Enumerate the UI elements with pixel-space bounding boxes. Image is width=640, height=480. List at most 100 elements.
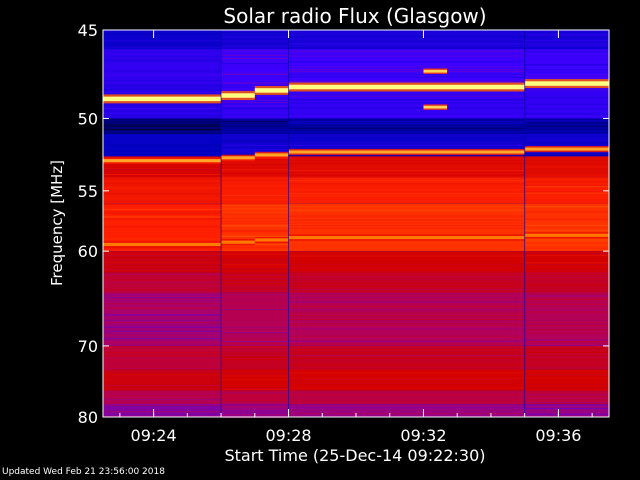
spectrogram-texture bbox=[288, 301, 525, 303]
spectrogram-texture bbox=[288, 270, 525, 272]
x-tick-label: 09:36 bbox=[535, 426, 581, 445]
spectrogram-texture bbox=[221, 315, 289, 317]
spectrogram-texture bbox=[103, 404, 222, 406]
spectrogram-texture bbox=[103, 197, 222, 199]
spectrogram-texture bbox=[103, 218, 222, 220]
spectrogram-texture bbox=[524, 50, 609, 52]
spectrogram-texture bbox=[524, 39, 609, 41]
spectrogram-texture bbox=[288, 99, 525, 101]
spectrogram-texture bbox=[524, 317, 609, 319]
spectrogram-texture bbox=[288, 362, 525, 364]
spectrogram-texture bbox=[103, 382, 222, 384]
spectrogram-texture bbox=[288, 391, 525, 393]
spectrogram-texture bbox=[524, 169, 609, 171]
spectrogram-texture bbox=[103, 384, 222, 386]
spectrogram-texture bbox=[103, 399, 222, 401]
spectrogram-texture bbox=[221, 410, 289, 412]
spectrogram-texture bbox=[524, 280, 609, 282]
spectrogram-texture bbox=[221, 350, 289, 352]
spectrogram-texture bbox=[524, 298, 609, 300]
spectrogram-texture bbox=[524, 344, 609, 346]
spectrogram-texture bbox=[221, 384, 289, 386]
spectrogram-texture bbox=[103, 357, 222, 359]
spectrogram-texture bbox=[103, 238, 222, 240]
spectrogram-band bbox=[524, 251, 609, 273]
spectrogram-texture bbox=[288, 162, 525, 164]
spectrogram-texture bbox=[288, 61, 525, 63]
spectrogram-texture bbox=[221, 253, 289, 255]
spectrogram-texture bbox=[103, 87, 222, 89]
chart-title: Solar radio Flux (Glasgow) bbox=[223, 4, 486, 28]
spectrogram-texture bbox=[221, 332, 289, 334]
spectrogram-texture bbox=[524, 174, 609, 176]
spectrogram-texture bbox=[524, 107, 609, 109]
spectrogram-texture bbox=[288, 112, 525, 114]
spectrogram-texture bbox=[103, 129, 222, 131]
spectrogram-texture bbox=[524, 303, 609, 305]
emission-line bbox=[103, 242, 222, 246]
spectrogram-texture bbox=[288, 282, 525, 284]
spectrogram-texture bbox=[288, 201, 525, 203]
spectrogram-texture bbox=[288, 91, 525, 93]
spectrogram-texture bbox=[103, 263, 222, 265]
spectrogram-texture bbox=[221, 389, 289, 391]
spectrogram-texture bbox=[221, 250, 289, 252]
spectrogram-texture bbox=[221, 203, 289, 205]
spectrogram-texture bbox=[221, 135, 289, 137]
spectrogram-texture bbox=[288, 103, 525, 105]
spectrogram-texture bbox=[524, 115, 609, 117]
spectrogram-texture bbox=[524, 184, 609, 186]
spectrogram-texture bbox=[288, 80, 525, 82]
spectrogram-texture bbox=[221, 50, 289, 52]
spectrogram-texture bbox=[288, 138, 525, 140]
spectrogram-texture bbox=[288, 69, 525, 71]
spectrogram-texture bbox=[103, 125, 222, 127]
spectrogram-texture bbox=[221, 302, 289, 304]
spectrogram-texture bbox=[288, 312, 525, 314]
spectrogram-texture bbox=[221, 235, 289, 237]
spectrogram-texture bbox=[221, 114, 289, 116]
spectrogram-texture bbox=[524, 332, 609, 334]
spectrogram-texture bbox=[221, 181, 289, 183]
spectrogram-texture bbox=[288, 305, 525, 307]
spectrogram-texture bbox=[221, 159, 289, 161]
spectrogram-texture bbox=[221, 123, 289, 125]
spectrogram-texture bbox=[288, 128, 525, 130]
spectrogram-texture bbox=[288, 47, 525, 49]
spectrogram-band bbox=[524, 85, 609, 119]
spectrogram-texture bbox=[288, 358, 525, 360]
spectrogram-texture bbox=[103, 226, 222, 228]
spectrogram-texture bbox=[288, 412, 525, 414]
spectrogram-texture bbox=[288, 293, 525, 295]
spectrogram-texture bbox=[103, 248, 222, 250]
spectrogram-texture bbox=[288, 335, 525, 337]
spectrogram-texture bbox=[524, 138, 609, 140]
spectrogram-texture bbox=[288, 343, 525, 345]
spectrogram-texture bbox=[524, 223, 609, 225]
spectrogram-texture bbox=[524, 292, 609, 294]
spectrogram-texture bbox=[288, 30, 525, 32]
spectrogram-texture bbox=[524, 264, 609, 266]
spectrogram-band bbox=[221, 292, 289, 321]
spectrogram-texture bbox=[524, 63, 609, 65]
emission-line bbox=[221, 156, 255, 160]
spectrogram-texture bbox=[524, 295, 609, 297]
spectrogram-texture bbox=[524, 274, 609, 276]
emission-line bbox=[103, 96, 222, 102]
spectrogram-texture bbox=[288, 180, 525, 182]
spectrogram-texture bbox=[288, 262, 525, 264]
spectrogram-texture bbox=[221, 173, 289, 175]
spectrogram-texture bbox=[288, 372, 525, 374]
spectrogram-texture bbox=[221, 319, 289, 321]
spectrogram-texture bbox=[103, 314, 222, 316]
spectrogram-texture bbox=[524, 307, 609, 309]
spectrogram-texture bbox=[221, 144, 289, 146]
spectrogram-texture bbox=[103, 117, 222, 119]
spectrogram-texture bbox=[288, 188, 525, 190]
spectrogram-texture bbox=[288, 216, 525, 218]
spectrogram-texture bbox=[221, 272, 289, 274]
spectrogram-texture bbox=[288, 159, 525, 161]
spectrogram-texture bbox=[221, 99, 289, 101]
spectrogram-texture bbox=[221, 189, 289, 191]
spectrogram-texture bbox=[524, 96, 609, 98]
